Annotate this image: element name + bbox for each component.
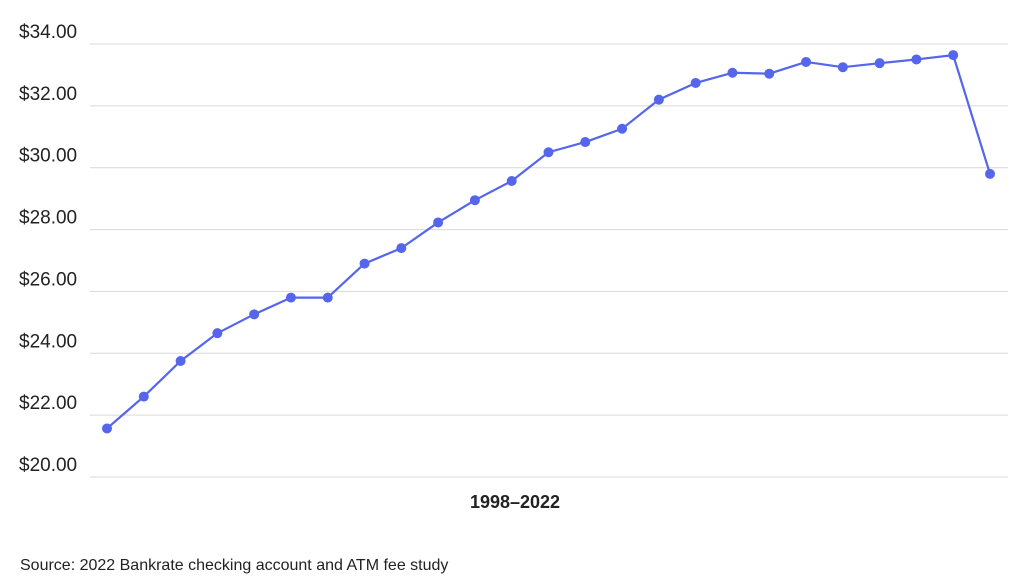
data-point	[948, 50, 959, 61]
y-tick-label: $30.00	[19, 146, 77, 167]
data-point	[580, 137, 591, 148]
x-axis-label: 1998–2022	[470, 492, 560, 512]
data-point	[874, 58, 885, 69]
data-point	[102, 423, 112, 434]
data-point	[543, 147, 554, 158]
series-points	[102, 50, 995, 434]
y-tick-label: $26.00	[19, 269, 77, 290]
data-point	[617, 123, 628, 134]
y-tick-label: $34.00	[19, 22, 77, 43]
series-line	[106, 54, 992, 430]
gridlines	[90, 43, 1008, 478]
data-point	[506, 176, 517, 187]
y-tick-label: $32.00	[19, 84, 77, 105]
y-tick-label: $22.00	[19, 393, 77, 414]
data-point	[285, 292, 296, 303]
y-tick-label: $28.00	[19, 208, 77, 229]
data-point	[653, 94, 664, 105]
data-point	[359, 258, 370, 269]
data-point	[985, 168, 995, 179]
data-point	[727, 67, 738, 78]
data-point	[469, 195, 480, 206]
data-point	[837, 62, 848, 73]
data-point	[249, 309, 260, 320]
data-point	[322, 292, 333, 303]
y-axis-tick-labels: $20.00 $22.00 $24.00 $26.00 $28.00 $30.00 $32.…	[19, 22, 77, 476]
y-tick-label: $24.00	[19, 331, 77, 352]
data-point	[396, 243, 407, 254]
data-point	[801, 56, 812, 67]
data-point	[690, 77, 701, 88]
y-tick-label: $20.00	[19, 455, 77, 476]
data-point	[433, 217, 444, 228]
data-point	[911, 54, 922, 65]
data-point	[138, 391, 149, 402]
data-point	[764, 68, 775, 79]
data-point	[212, 328, 223, 339]
source-note: Source: 2022 Bankrate checking account a…	[20, 557, 449, 574]
data-point	[175, 356, 186, 367]
